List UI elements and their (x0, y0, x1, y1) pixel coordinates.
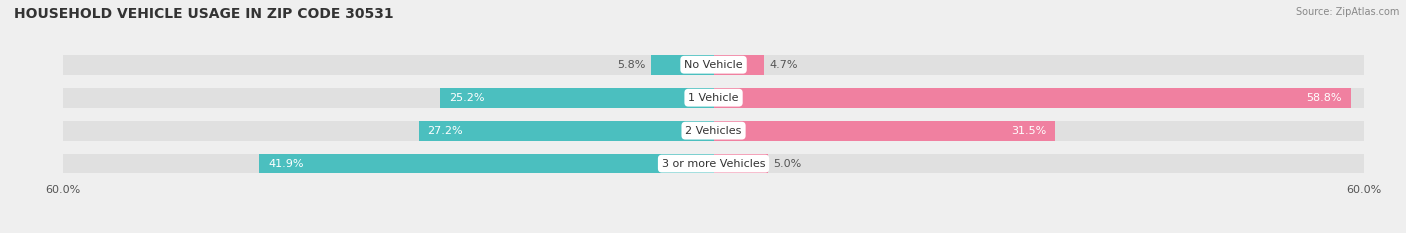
Text: 25.2%: 25.2% (449, 93, 485, 103)
Text: 1 Vehicle: 1 Vehicle (689, 93, 738, 103)
Bar (63, 88, 713, 108)
Text: 58.8%: 58.8% (1306, 93, 1343, 103)
Bar (260, 154, 713, 174)
Bar (713, 88, 1351, 108)
Text: 5.0%: 5.0% (773, 159, 801, 169)
Text: Source: ZipAtlas.com: Source: ZipAtlas.com (1295, 7, 1399, 17)
Text: No Vehicle: No Vehicle (685, 60, 742, 70)
Text: 2 Vehicles: 2 Vehicles (685, 126, 742, 136)
Bar (63, 121, 713, 140)
Text: 4.7%: 4.7% (770, 60, 799, 70)
Bar (713, 55, 765, 75)
Text: 27.2%: 27.2% (427, 126, 463, 136)
Bar (63, 154, 713, 174)
Text: 3 or more Vehicles: 3 or more Vehicles (662, 159, 765, 169)
Text: 5.8%: 5.8% (617, 60, 645, 70)
Bar (713, 88, 1364, 108)
Bar (419, 121, 713, 140)
Bar (651, 55, 713, 75)
Bar (713, 154, 1364, 174)
Text: 41.9%: 41.9% (269, 159, 304, 169)
Bar (713, 55, 1364, 75)
Bar (440, 88, 713, 108)
Text: HOUSEHOLD VEHICLE USAGE IN ZIP CODE 30531: HOUSEHOLD VEHICLE USAGE IN ZIP CODE 3053… (14, 7, 394, 21)
Bar (63, 55, 713, 75)
Text: 31.5%: 31.5% (1011, 126, 1046, 136)
Bar (713, 121, 1054, 140)
Bar (713, 121, 1364, 140)
Bar (713, 154, 768, 174)
